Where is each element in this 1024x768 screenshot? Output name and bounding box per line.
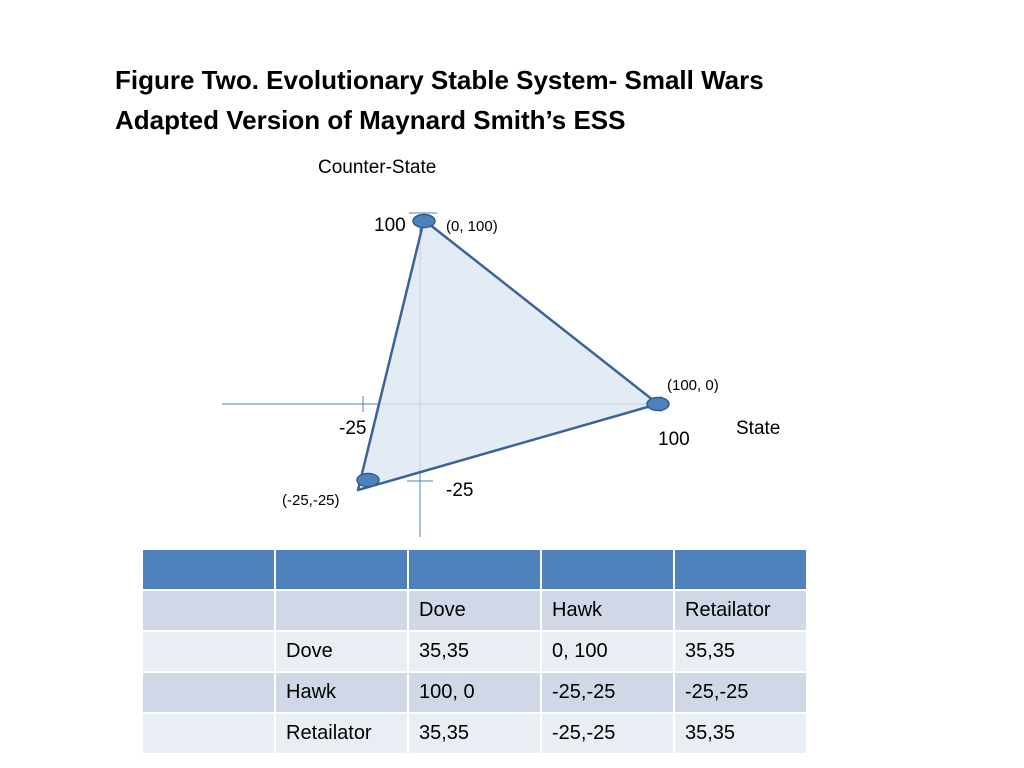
figure-title-line-2: Adapted Version of Maynard Smith’s ESS bbox=[115, 105, 626, 135]
tick-label-y-100: 100 bbox=[374, 215, 406, 236]
table-cell: -25,-25 bbox=[675, 673, 806, 712]
point-marker-minus25-minus25 bbox=[356, 472, 380, 488]
figure-title-line-1: Figure Two. Evolutionary Stable System- … bbox=[115, 65, 764, 95]
point-marker-0-100 bbox=[412, 213, 436, 229]
x-axis-label: State bbox=[736, 418, 780, 439]
table-cell bbox=[276, 591, 407, 630]
table-cell: 100, 0 bbox=[409, 673, 540, 712]
table-row-dove: Dove 35,35 0, 100 35,35 bbox=[143, 632, 806, 671]
table-cell-empty bbox=[143, 714, 274, 753]
point-label-100-0: (100, 0) bbox=[667, 377, 719, 394]
table-cell: 35,35 bbox=[675, 632, 806, 671]
table-cell-empty bbox=[143, 673, 274, 712]
table-header-cell bbox=[143, 550, 274, 589]
table-row-retailator: Retailator 35,35 -25,-25 35,35 bbox=[143, 714, 806, 753]
table-header-cell bbox=[542, 550, 673, 589]
y-axis-label: Counter-State bbox=[318, 157, 436, 178]
table-cell: Dove bbox=[409, 591, 540, 630]
tick-label-x-minus-25: -25 bbox=[339, 418, 366, 439]
table-cell: Hawk bbox=[276, 673, 407, 712]
table-cell: -25,-25 bbox=[542, 714, 673, 753]
figure-title: Figure Two. Evolutionary Stable System- … bbox=[115, 60, 764, 140]
point-label-minus25-minus25: (-25,-25) bbox=[282, 492, 340, 509]
table-header-cell bbox=[409, 550, 540, 589]
table-cell: -25,-25 bbox=[542, 673, 673, 712]
table-cell: 35,35 bbox=[409, 714, 540, 753]
table-cell-empty bbox=[143, 632, 274, 671]
ess-triangle bbox=[356, 218, 660, 492]
table-cell: Dove bbox=[276, 632, 407, 671]
table-cell: 0, 100 bbox=[542, 632, 673, 671]
ess-triangle-diagram: Counter-State State 100 100 -25 -25 (0, … bbox=[222, 157, 780, 537]
table-cell: Hawk bbox=[542, 591, 673, 630]
table-row-hawk: Hawk 100, 0 -25,-25 -25,-25 bbox=[143, 673, 806, 712]
tick-label-x-100: 100 bbox=[658, 429, 690, 450]
table-header-cell bbox=[675, 550, 806, 589]
table-header-cell bbox=[276, 550, 407, 589]
table-cell: 35,35 bbox=[409, 632, 540, 671]
table-cell: 35,35 bbox=[675, 714, 806, 753]
point-label-0-100: (0, 100) bbox=[446, 218, 498, 235]
table-header-row bbox=[143, 550, 806, 589]
tick-label-y-minus-25: -25 bbox=[446, 480, 473, 501]
table-cell-empty bbox=[143, 591, 274, 630]
point-marker-100-0 bbox=[646, 396, 670, 412]
table-row-column-headers: Dove Hawk Retailator bbox=[143, 591, 806, 630]
payoff-matrix-table: Dove Hawk Retailator Dove 35,35 0, 100 3… bbox=[141, 548, 808, 755]
table-cell: Retailator bbox=[675, 591, 806, 630]
table-cell: Retailator bbox=[276, 714, 407, 753]
